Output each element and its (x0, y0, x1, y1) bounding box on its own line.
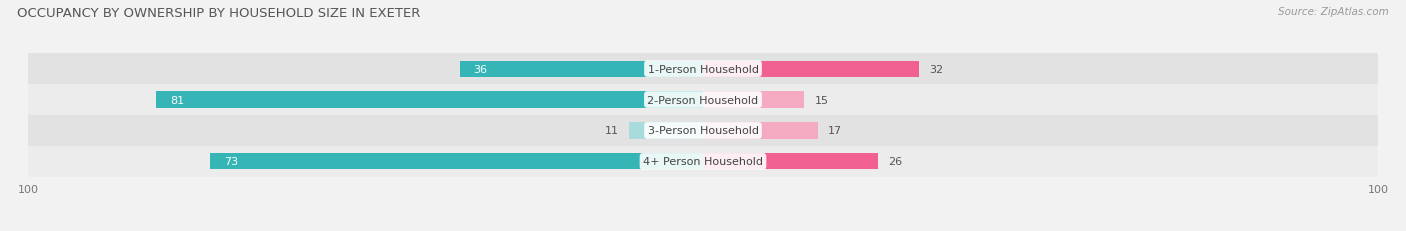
Text: OCCUPANCY BY OWNERSHIP BY HOUSEHOLD SIZE IN EXETER: OCCUPANCY BY OWNERSHIP BY HOUSEHOLD SIZE… (17, 7, 420, 20)
Text: 1-Person Household: 1-Person Household (648, 64, 758, 74)
Text: 73: 73 (224, 157, 238, 167)
Text: Source: ZipAtlas.com: Source: ZipAtlas.com (1278, 7, 1389, 17)
Bar (703, 61, 920, 77)
Bar (628, 123, 703, 139)
Bar (156, 92, 703, 108)
Text: 17: 17 (828, 126, 842, 136)
Bar (28, 54, 1378, 85)
Text: 2-Person Household: 2-Person Household (647, 95, 759, 105)
Text: 15: 15 (814, 95, 828, 105)
Text: 26: 26 (889, 157, 903, 167)
Bar (211, 154, 703, 170)
Bar (703, 154, 879, 170)
Bar (703, 123, 818, 139)
Bar (28, 85, 1378, 116)
Text: 81: 81 (170, 95, 184, 105)
Text: 32: 32 (929, 64, 943, 74)
Bar (703, 92, 804, 108)
Text: 11: 11 (605, 126, 619, 136)
Text: 36: 36 (474, 64, 488, 74)
Text: 3-Person Household: 3-Person Household (648, 126, 758, 136)
Bar (28, 116, 1378, 146)
Bar (28, 146, 1378, 177)
Text: 4+ Person Household: 4+ Person Household (643, 157, 763, 167)
Bar (460, 61, 703, 77)
